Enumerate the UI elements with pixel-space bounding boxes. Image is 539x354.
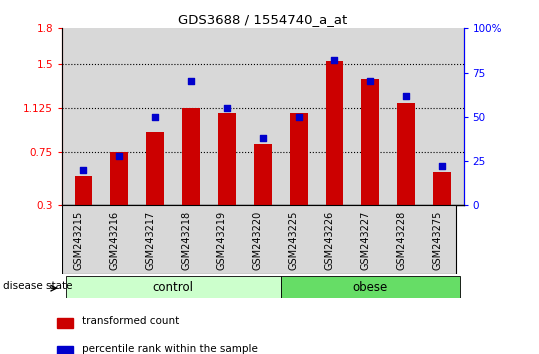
Point (186, 79, 195, 84)
Point (366, 79, 375, 84)
Bar (74, 176, 93, 205)
Text: transformed count: transformed count (82, 316, 179, 326)
Bar (254, 144, 272, 205)
Text: percentile rank within the sample: percentile rank within the sample (82, 344, 258, 354)
Text: obese: obese (353, 281, 388, 293)
Bar (281, 276, 460, 298)
Text: GSM243217: GSM243217 (145, 211, 155, 270)
Point (330, 57, 339, 63)
Text: GSM243225: GSM243225 (288, 211, 299, 270)
Text: GSM243228: GSM243228 (396, 211, 406, 270)
Text: GSM243275: GSM243275 (432, 211, 442, 270)
Text: GSM243216: GSM243216 (109, 211, 119, 270)
Text: control: control (153, 281, 194, 293)
Bar (146, 132, 164, 205)
Point (115, 153, 123, 159)
Text: GSM243215: GSM243215 (73, 211, 84, 270)
Bar (182, 108, 200, 205)
Text: GSM243219: GSM243219 (217, 211, 227, 270)
Point (259, 135, 267, 141)
Point (438, 164, 446, 169)
Bar (218, 113, 236, 205)
Bar (289, 113, 308, 205)
Bar (361, 79, 379, 205)
Point (294, 114, 303, 120)
Point (223, 105, 231, 111)
Bar (110, 152, 128, 205)
Title: GDS3688 / 1554740_a_at: GDS3688 / 1554740_a_at (178, 13, 348, 26)
Bar (66, 276, 281, 298)
Point (402, 93, 411, 98)
Bar (57, 318, 73, 328)
Bar (57, 346, 73, 354)
Text: GSM243227: GSM243227 (361, 211, 370, 270)
Bar (326, 61, 343, 205)
Text: GSM243220: GSM243220 (253, 211, 263, 270)
Text: GSM243218: GSM243218 (181, 211, 191, 270)
Point (79, 167, 88, 173)
Bar (397, 103, 415, 205)
Bar (433, 172, 451, 205)
Text: GSM243226: GSM243226 (324, 211, 335, 270)
Text: disease state: disease state (3, 281, 73, 291)
Point (151, 114, 160, 120)
